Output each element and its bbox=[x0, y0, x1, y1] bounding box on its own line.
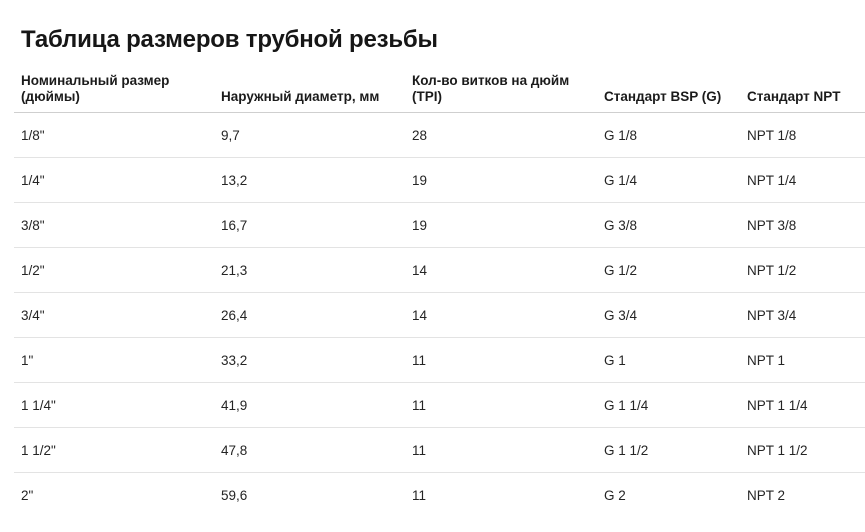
cell-outer-diameter: 21,3 bbox=[214, 247, 405, 293]
header-npt-standard: Стандарт NPT bbox=[740, 68, 865, 113]
cell-bsp: G 1 1/2 bbox=[597, 427, 740, 473]
table-row: 1 1/2" 47,8 11 G 1 1/2 NPT 1 1/2 bbox=[14, 427, 865, 473]
cell-tpi: 14 bbox=[405, 292, 597, 338]
cell-tpi: 11 bbox=[412, 487, 427, 503]
table-header-row: Номинальный размер (дюймы) Наружный диам… bbox=[14, 68, 865, 113]
cell-tpi: 28 bbox=[405, 112, 597, 158]
cell-outer-diameter: 59,6 bbox=[221, 487, 248, 503]
table-row: 1/2" 21,3 14 G 1/2 NPT 1/2 bbox=[14, 247, 865, 293]
cell-npt: NPT 1 1/2 bbox=[740, 427, 865, 473]
cell-outer-diameter: 26,4 bbox=[214, 292, 405, 338]
cell-nominal-size: 1/4" bbox=[14, 157, 214, 203]
cell-outer-diameter: 33,2 bbox=[214, 337, 405, 383]
table-row: 1" 33,2 11 G 1 NPT 1 bbox=[14, 337, 865, 383]
cell-npt: NPT 2 bbox=[747, 487, 786, 503]
cell-outer-diameter: 41,9 bbox=[214, 382, 405, 428]
cell-nominal-size: 1/2" bbox=[14, 247, 214, 293]
cell-tpi: 19 bbox=[405, 202, 597, 248]
header-outer-diameter: Наружный диаметр, мм bbox=[214, 68, 405, 113]
cell-npt: NPT 1 1/4 bbox=[740, 382, 865, 428]
cell-bsp: G 1/4 bbox=[597, 157, 740, 203]
table-row: 2" 59,6 11 G 2 NPT 2 bbox=[14, 473, 865, 518]
cell-bsp: G 1/2 bbox=[597, 247, 740, 293]
cell-nominal-size: 1 1/4" bbox=[14, 382, 214, 428]
cell-bsp: G 1 bbox=[597, 337, 740, 383]
cell-bsp: G 3/4 bbox=[597, 292, 740, 338]
table-row: 3/8" 16,7 19 G 3/8 NPT 3/8 bbox=[14, 202, 865, 248]
cell-bsp: G 1 1/4 bbox=[597, 382, 740, 428]
cell-outer-diameter: 9,7 bbox=[214, 112, 405, 158]
cell-nominal-size: 1" bbox=[14, 337, 214, 383]
thread-size-table: Номинальный размер (дюймы) Наружный диам… bbox=[14, 68, 865, 517]
cell-tpi: 11 bbox=[405, 427, 597, 473]
cell-npt: NPT 1/4 bbox=[740, 157, 865, 203]
cell-tpi: 19 bbox=[405, 157, 597, 203]
cell-npt: NPT 1 bbox=[740, 337, 865, 383]
header-bsp-standard: Стандарт BSP (G) bbox=[597, 68, 740, 113]
cell-nominal-size: 3/4" bbox=[14, 292, 214, 338]
cell-bsp: G 3/8 bbox=[597, 202, 740, 248]
cell-bsp: G 1/8 bbox=[597, 112, 740, 158]
cell-outer-diameter: 13,2 bbox=[214, 157, 405, 203]
cell-tpi: 14 bbox=[405, 247, 597, 293]
cell-npt: NPT 3/4 bbox=[740, 292, 865, 338]
table-body: 1/8" 9,7 28 G 1/8 NPT 1/8 1/4" 13,2 19 G 1/4 NPT … bbox=[14, 112, 865, 518]
cell-bsp: G 2 bbox=[604, 487, 626, 503]
table-row: 1/4" 13,2 19 G 1/4 NPT 1/4 bbox=[14, 157, 865, 203]
cell-nominal-size: 1 1/2" bbox=[14, 427, 214, 473]
table-header: Номинальный размер (дюймы) Наружный диам… bbox=[14, 68, 865, 113]
header-nominal-size: Номинальный размер (дюймы) bbox=[14, 68, 214, 113]
cell-npt: NPT 3/8 bbox=[740, 202, 865, 248]
cell-nominal-size: 2" bbox=[21, 487, 34, 503]
cell-tpi: 11 bbox=[405, 337, 597, 383]
cell-nominal-size: 3/8" bbox=[14, 202, 214, 248]
header-tpi: Кол-во витков на дюйм (TPI) bbox=[405, 68, 597, 113]
cell-outer-diameter: 16,7 bbox=[214, 202, 405, 248]
cell-nominal-size: 1/8" bbox=[14, 112, 214, 158]
cell-tpi: 11 bbox=[405, 382, 597, 428]
table-row: 1/8" 9,7 28 G 1/8 NPT 1/8 bbox=[14, 112, 865, 158]
cell-outer-diameter: 47,8 bbox=[214, 427, 405, 473]
table-row: 3/4" 26,4 14 G 3/4 NPT 3/4 bbox=[14, 292, 865, 338]
cell-npt: NPT 1/2 bbox=[740, 247, 865, 293]
table-row: 1 1/4" 41,9 11 G 1 1/4 NPT 1 1/4 bbox=[14, 382, 865, 428]
cell-npt: NPT 1/8 bbox=[740, 112, 865, 158]
page-title: Таблица размеров трубной резьбы bbox=[21, 26, 438, 53]
